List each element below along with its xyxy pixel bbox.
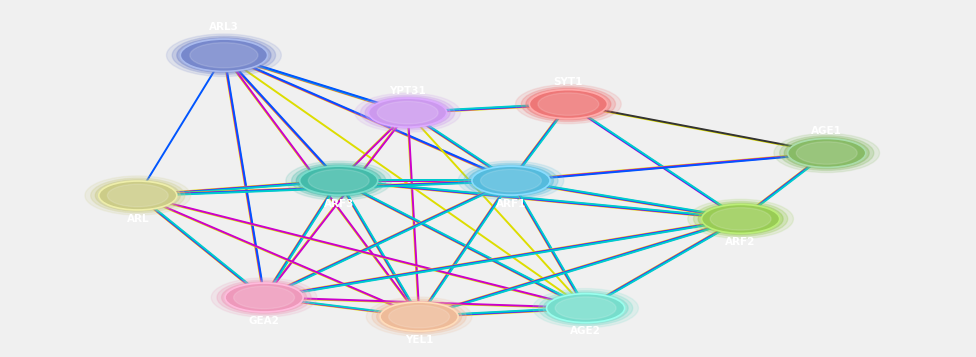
Circle shape (233, 286, 295, 309)
Text: GEA2: GEA2 (249, 316, 279, 326)
Circle shape (526, 89, 611, 120)
Circle shape (107, 184, 168, 207)
Circle shape (539, 291, 632, 326)
Circle shape (172, 36, 275, 74)
Circle shape (99, 181, 177, 210)
Text: ARL3: ARL3 (209, 22, 239, 32)
Circle shape (360, 95, 455, 130)
Circle shape (521, 87, 616, 121)
Text: SYT1: SYT1 (553, 77, 583, 87)
Circle shape (472, 166, 550, 195)
Circle shape (380, 302, 458, 331)
Circle shape (369, 98, 447, 127)
Circle shape (780, 136, 874, 170)
Circle shape (308, 169, 369, 192)
Circle shape (225, 283, 304, 312)
Circle shape (190, 42, 258, 68)
Text: AGE2: AGE2 (570, 326, 601, 336)
Circle shape (372, 299, 467, 334)
Circle shape (377, 101, 438, 124)
Circle shape (96, 180, 181, 211)
Circle shape (515, 85, 621, 124)
Circle shape (464, 163, 558, 198)
Circle shape (292, 163, 386, 198)
Circle shape (547, 294, 625, 323)
Circle shape (796, 142, 857, 164)
Circle shape (543, 292, 629, 324)
Circle shape (538, 93, 599, 115)
Circle shape (458, 161, 564, 200)
Text: ARF1: ARF1 (496, 199, 526, 209)
Circle shape (222, 282, 306, 313)
Circle shape (702, 205, 780, 233)
Circle shape (355, 93, 461, 132)
Circle shape (529, 90, 607, 119)
Circle shape (91, 178, 184, 213)
Circle shape (177, 38, 271, 73)
Circle shape (211, 278, 317, 317)
Circle shape (300, 166, 378, 195)
Circle shape (480, 169, 542, 192)
Text: YPT31: YPT31 (389, 86, 426, 96)
Circle shape (377, 301, 462, 332)
Circle shape (694, 201, 788, 236)
Circle shape (286, 161, 391, 200)
Circle shape (217, 280, 311, 315)
Text: ARF2: ARF2 (725, 237, 755, 247)
Text: YEL1: YEL1 (405, 335, 433, 345)
Circle shape (85, 176, 190, 215)
Circle shape (366, 297, 472, 336)
Text: AGE1: AGE1 (811, 126, 842, 136)
Circle shape (181, 39, 267, 71)
Text: ARF3: ARF3 (323, 199, 354, 209)
Circle shape (468, 165, 553, 196)
Circle shape (788, 139, 866, 167)
Circle shape (711, 208, 771, 230)
Circle shape (297, 165, 382, 196)
Circle shape (533, 288, 638, 328)
Circle shape (388, 305, 450, 328)
Text: ARL: ARL (127, 214, 149, 224)
Circle shape (688, 199, 793, 238)
Circle shape (785, 137, 870, 169)
Circle shape (774, 134, 879, 172)
Circle shape (698, 203, 783, 235)
Circle shape (365, 97, 450, 129)
Circle shape (167, 34, 281, 76)
Circle shape (555, 297, 616, 320)
